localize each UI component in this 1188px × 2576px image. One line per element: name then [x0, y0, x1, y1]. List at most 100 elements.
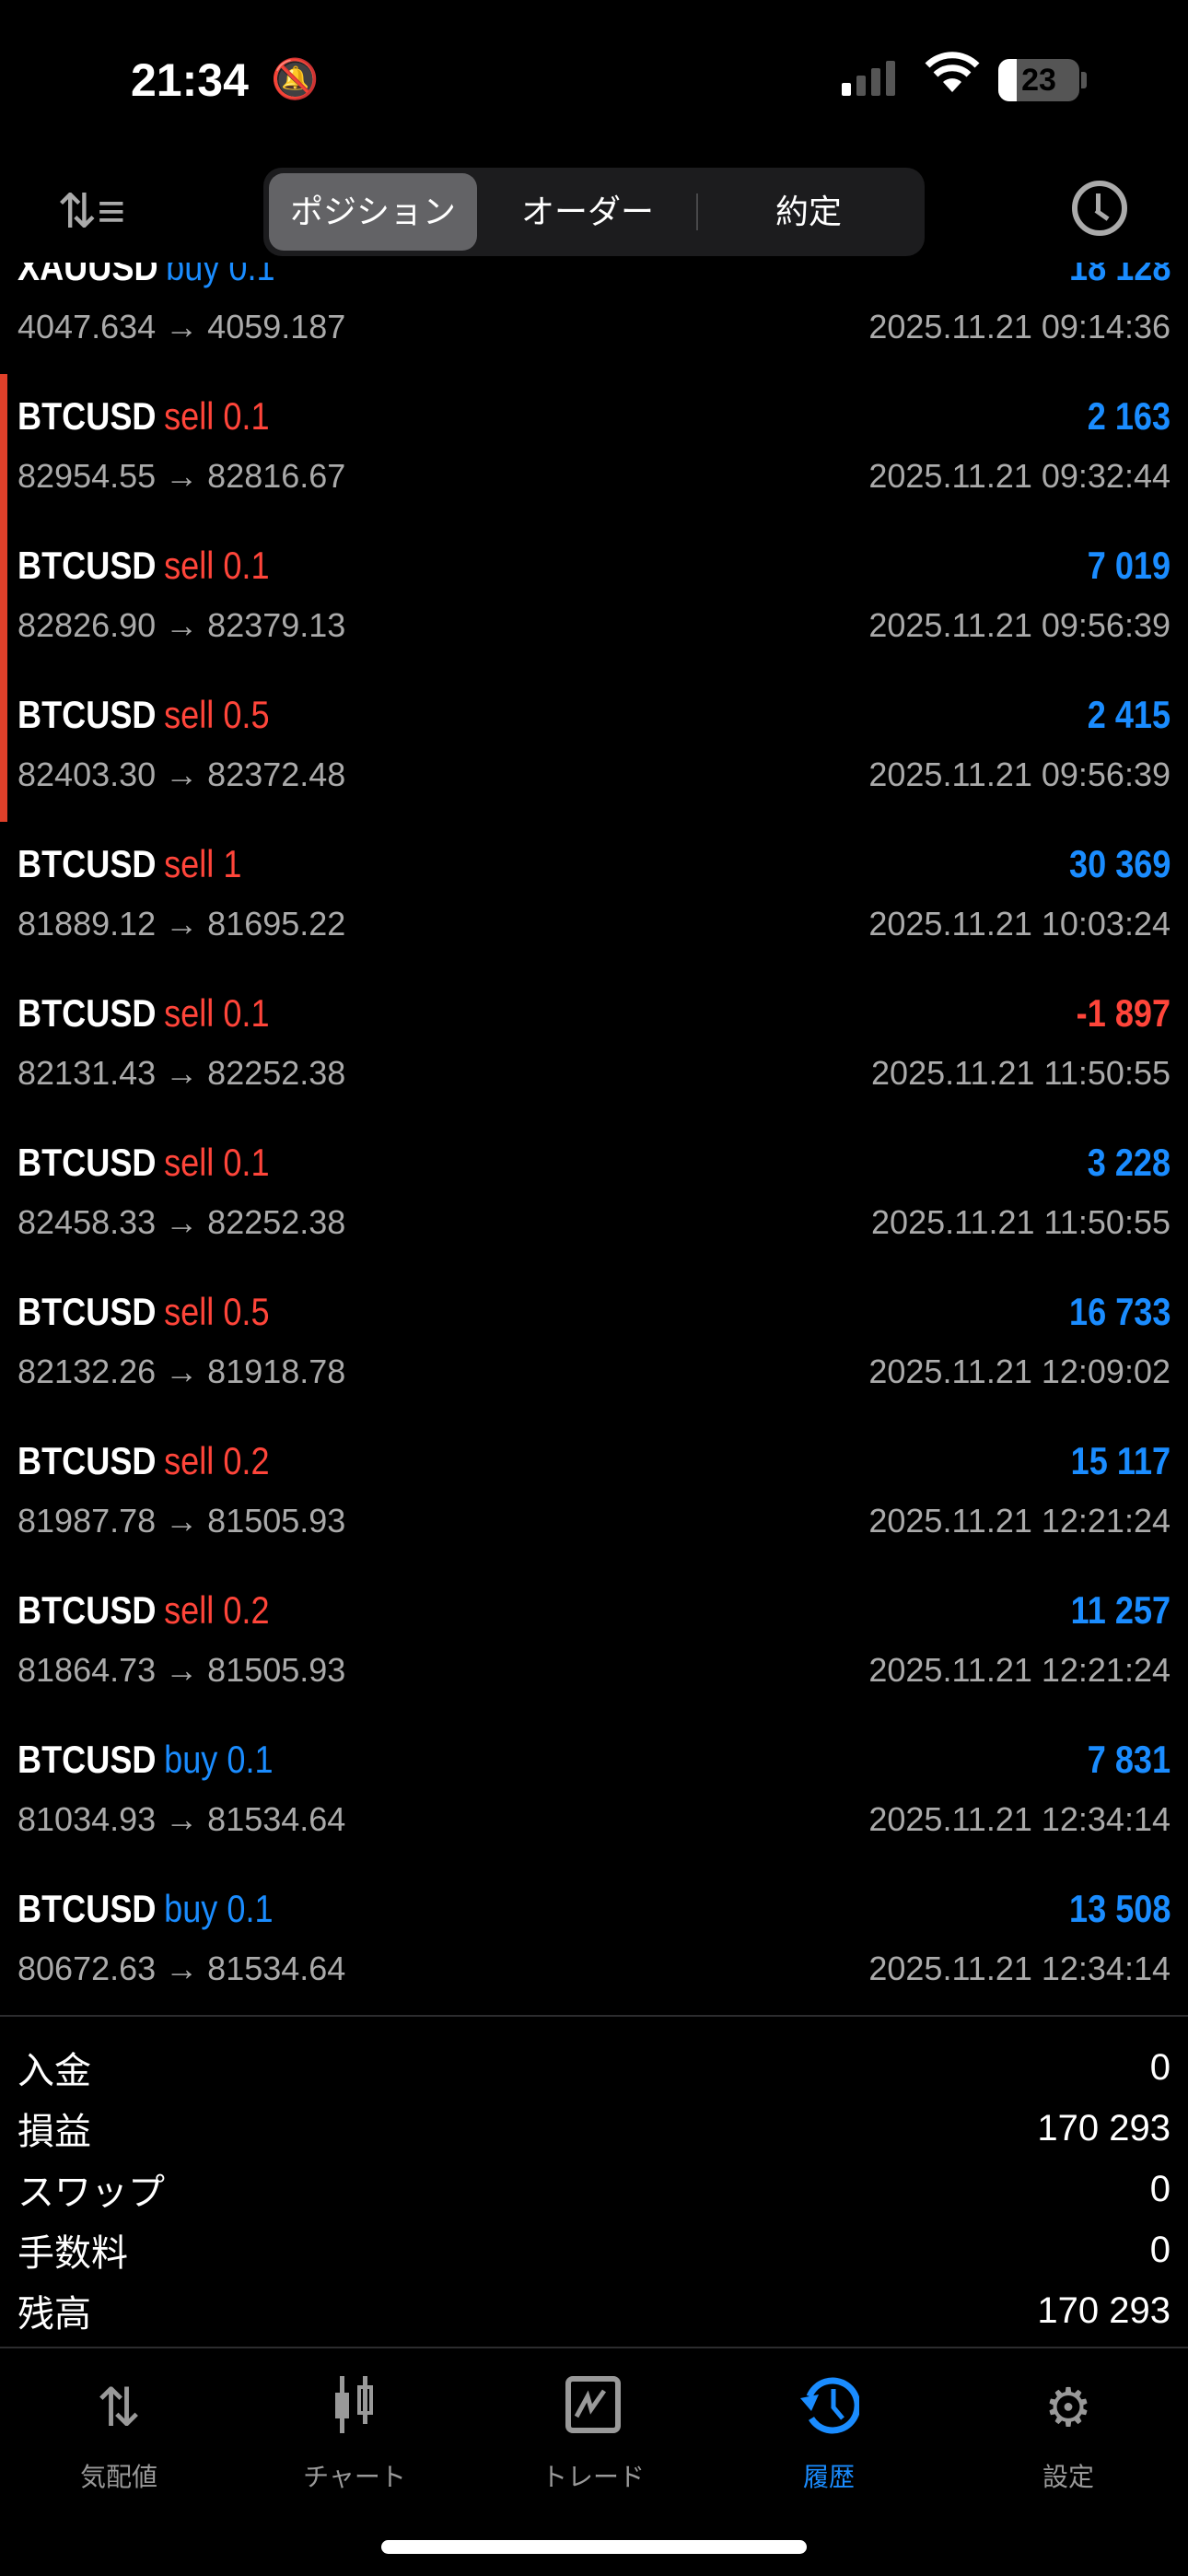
trade-volume: 0.1 — [223, 991, 270, 1035]
tab-quotes[interactable]: ⇅ 気配値 — [27, 2376, 211, 2494]
open-price: 80672.63 — [17, 1950, 157, 1987]
trade-symbol: BTCUSD sell 0.2 — [17, 1439, 270, 1483]
trade-profit: 2 163 — [1087, 394, 1171, 438]
header: ⇅≡ ポジション オーダー 約定 — [0, 157, 1188, 263]
close-price: 81505.93 — [207, 1502, 346, 1540]
side-volume: sell 0.2 — [164, 1439, 269, 1482]
trade-history-list[interactable]: XAUUSD buy 0.1 18 128 4047.634 → 4059.187… — [0, 263, 1188, 2016]
home-indicator[interactable] — [381, 2540, 807, 2554]
tab-chart[interactable]: チャート — [262, 2376, 447, 2494]
close-price: 82379.13 — [207, 606, 346, 644]
trade-profit: 7 831 — [1087, 1738, 1171, 1781]
trade-row[interactable]: BTCUSD sell 0.1 7 019 82826.90 → 82379.13… — [0, 523, 1188, 673]
tab-trade[interactable]: トレード — [501, 2376, 685, 2494]
trade-row[interactable]: XAUUSD buy 0.1 18 128 4047.634 → 4059.187… — [0, 263, 1188, 374]
tab-label: 設定 — [1042, 2463, 1094, 2491]
summary-value: 170 293 — [1037, 2107, 1171, 2149]
close-price: 82252.38 — [207, 1203, 346, 1241]
trade-symbol: XAUUSD buy 0.1 — [17, 263, 275, 289]
trade-prices: 81889.12 → 81695.22 — [17, 905, 346, 943]
side-volume: buy 0.1 — [164, 1738, 273, 1781]
trade-row[interactable]: BTCUSD sell 0.5 16 733 82132.26 → 81918.7… — [0, 1270, 1188, 1419]
clock-time: 21:34 — [131, 54, 249, 106]
trade-row[interactable]: BTCUSD sell 0.5 2 415 82403.30 → 82372.48… — [0, 673, 1188, 822]
trade-chart-icon — [501, 2376, 685, 2441]
trade-prices: 82131.43 → 82252.38 — [17, 1054, 346, 1092]
gear-icon: ⚙ — [1044, 2378, 1092, 2438]
close-price: 82372.48 — [207, 755, 346, 793]
trade-side: sell — [164, 842, 215, 885]
trade-volume: 0.5 — [223, 1290, 270, 1333]
trade-prices: 82458.33 → 82252.38 — [17, 1203, 346, 1241]
trade-time: 2025.11.21 12:21:24 — [868, 1651, 1171, 1689]
segment-positions[interactable]: ポジション — [269, 173, 477, 251]
side-volume: buy 0.1 — [166, 263, 274, 288]
trade-row[interactable]: BTCUSD sell 0.2 11 257 81864.73 → 81505.9… — [0, 1568, 1188, 1717]
trade-row[interactable]: BTCUSD sell 1 30 369 81889.12 → 81695.22 … — [0, 822, 1188, 971]
trade-profit: 2 415 — [1087, 693, 1171, 736]
trade-volume: 0.1 — [227, 1887, 274, 1930]
summary-row: 残高 170 293 — [0, 2280, 1188, 2341]
tab-history[interactable]: 履歴 — [737, 2376, 921, 2494]
trade-row[interactable]: BTCUSD buy 0.1 7 831 81034.93 → 81534.64 … — [0, 1717, 1188, 1867]
trade-time: 2025.11.21 12:34:14 — [868, 1950, 1171, 1987]
trade-volume: 0.2 — [223, 1588, 270, 1632]
close-price: 81695.22 — [207, 905, 346, 943]
symbol: XAUUSD — [17, 263, 158, 288]
trade-profit: -1 897 — [1076, 991, 1171, 1035]
trade-row[interactable]: BTCUSD sell 0.1 2 163 82954.55 → 82816.67… — [0, 374, 1188, 523]
open-price: 82403.30 — [17, 755, 157, 793]
close-price: 81505.93 — [207, 1651, 346, 1689]
trade-symbol: BTCUSD sell 0.1 — [17, 1141, 270, 1185]
trade-symbol: BTCUSD sell 0.5 — [17, 693, 270, 737]
trade-row[interactable]: BTCUSD sell 0.2 15 117 81987.78 → 81505.9… — [0, 1419, 1188, 1568]
open-price: 82826.90 — [17, 606, 157, 644]
open-price: 82458.33 — [17, 1203, 157, 1241]
trade-prices: 82826.90 → 82379.13 — [17, 606, 346, 644]
open-price: 82131.43 — [17, 1054, 157, 1092]
bell-muted-icon: 🔕 — [271, 57, 320, 100]
summary-label: 残高 — [17, 2294, 91, 2335]
open-price: 81864.73 — [17, 1651, 157, 1689]
trade-profit: 13 508 — [1068, 1887, 1171, 1930]
trade-symbol: BTCUSD sell 0.2 — [17, 1588, 270, 1633]
trade-row[interactable]: BTCUSD buy 0.1 13 508 80672.63 → 81534.64… — [0, 1867, 1188, 2016]
trade-time: 2025.11.21 09:56:39 — [868, 606, 1171, 644]
open-price: 82132.26 — [17, 1352, 157, 1390]
trade-prices: 82954.55 → 82816.67 — [17, 457, 346, 495]
open-price: 81987.78 — [17, 1502, 157, 1540]
trade-row[interactable]: BTCUSD sell 0.1 3 228 82458.33 → 82252.38… — [0, 1120, 1188, 1270]
trade-side: sell — [164, 693, 215, 736]
trade-time: 2025.11.21 11:50:55 — [871, 1054, 1171, 1092]
trade-side: sell — [164, 394, 215, 438]
symbol: BTCUSD — [17, 991, 157, 1035]
close-price: 81918.78 — [207, 1352, 346, 1390]
summary-row: スワップ 0 — [0, 2159, 1188, 2219]
trade-prices: 80672.63 → 81534.64 — [17, 1950, 346, 1987]
trade-side: buy — [164, 1887, 218, 1930]
trade-side: buy — [166, 263, 220, 288]
clock-icon[interactable] — [1072, 181, 1127, 236]
trade-row[interactable]: BTCUSD sell 0.1 -1 897 82131.43 → 82252.3… — [0, 971, 1188, 1120]
symbol: BTCUSD — [17, 693, 157, 736]
candlestick-icon — [262, 2376, 447, 2441]
trade-symbol: BTCUSD buy 0.1 — [17, 1887, 274, 1931]
trade-profit: 30 369 — [1068, 842, 1171, 885]
side-volume: sell 0.5 — [164, 693, 269, 736]
trade-side: sell — [164, 1141, 215, 1184]
cellular-signal-icon — [842, 61, 895, 96]
summary-value: 0 — [1149, 2046, 1171, 2088]
summary-label: 損益 — [17, 2112, 91, 2152]
trade-prices: 81987.78 → 81505.93 — [17, 1502, 346, 1540]
tab-settings[interactable]: ⚙ 設定 — [976, 2376, 1160, 2494]
symbol: BTCUSD — [17, 394, 157, 438]
trade-profit: 3 228 — [1087, 1141, 1171, 1184]
segment-deals[interactable]: 約定 — [775, 193, 842, 230]
trade-side: sell — [164, 991, 215, 1035]
segment-orders[interactable]: オーダー — [477, 173, 698, 251]
summary-label: 手数料 — [17, 2233, 128, 2274]
sort-icon[interactable]: ⇅≡ — [57, 185, 125, 239]
trade-side: sell — [164, 1588, 215, 1632]
trade-time: 2025.11.21 09:14:36 — [868, 308, 1171, 345]
trade-volume: 1 — [223, 842, 242, 885]
